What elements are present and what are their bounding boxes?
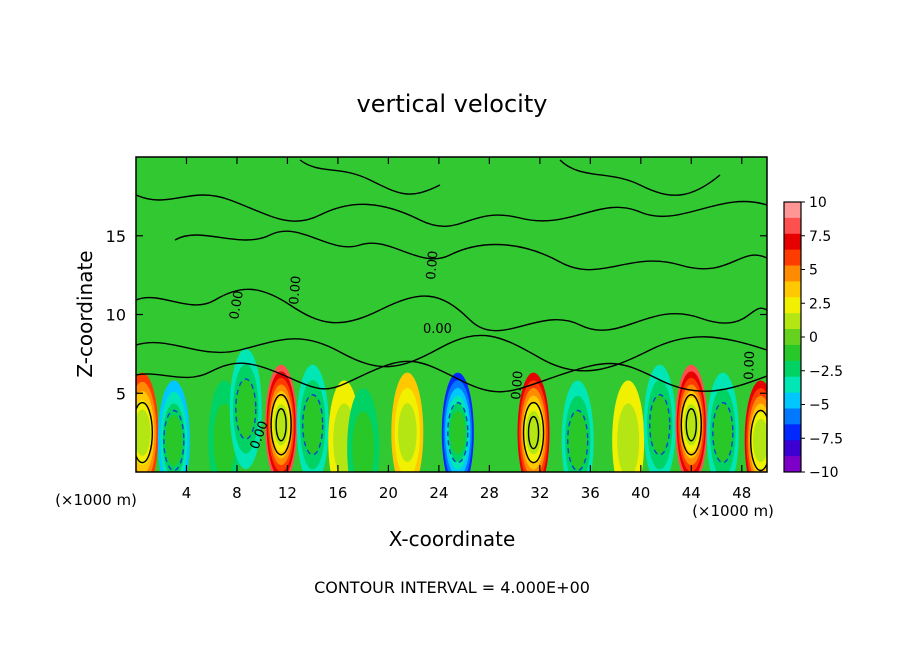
contour-label: 0.00: [423, 322, 452, 337]
velocity-contour: [270, 394, 292, 456]
colorbar-tick-label: −2.5: [809, 364, 843, 380]
zero-contour-4: [136, 334, 767, 372]
colorbar-swatch: [784, 376, 801, 394]
contour-label: 0.00: [227, 290, 247, 321]
colorbar-tick-label: 10: [809, 195, 827, 211]
velocity-cell: [753, 418, 767, 463]
x-tick-label: 8: [232, 484, 242, 502]
velocity-cell: [617, 403, 640, 472]
velocity-contour: [749, 409, 767, 472]
x-tick-label: 4: [182, 484, 192, 502]
velocity-contour: [447, 401, 469, 464]
contour-label: 0.00: [509, 370, 526, 400]
velocity-cell: [136, 409, 151, 456]
colorbar-swatch: [784, 233, 801, 251]
colorbar-swatch: [784, 456, 801, 473]
velocity-contour: [649, 394, 671, 456]
colorbar-tick-label: 5: [809, 263, 818, 279]
x-tick-label: 44: [682, 484, 701, 502]
velocity-cell: [713, 403, 733, 462]
velocity-cell: [450, 410, 466, 455]
velocity-contour-inner: [527, 415, 540, 450]
contour-label-group: 0.00 0.00 0.00 0.00 0.00 0.00 0.00: [227, 250, 758, 451]
velocity-cell: [236, 379, 256, 439]
x-unit-label-left: (×1000 m): [55, 491, 137, 509]
velocity-contour-inner: [275, 408, 287, 442]
colorbar-swatch: [784, 424, 801, 441]
contour-label: 0.00: [287, 275, 304, 305]
velocity-contour: [235, 378, 257, 440]
y-tick-label: 15: [106, 227, 126, 246]
colorbar-tick-label: −5: [809, 398, 830, 414]
velocity-cell: [165, 415, 183, 466]
x-tick-label: 40: [631, 484, 650, 502]
contour-interval-note: CONTOUR INTERVAL = 4.000E+00: [314, 578, 590, 597]
zero-contour-1: [136, 194, 767, 227]
colorbar-swatch: [784, 344, 801, 362]
x-axis: 4 8 12 16 20 24 28 32 36 40 44 48: [182, 157, 751, 502]
colorbar-swatch: [784, 281, 801, 298]
x-tick-label: 36: [581, 484, 600, 502]
colorbar-swatch: [784, 297, 801, 314]
colorbar-swatch: [784, 265, 801, 282]
x-tick-label: 12: [278, 484, 297, 502]
y-tick-label: 5: [116, 384, 126, 403]
colorbar: 10 7.5 5 2.5 0 −2.5 −5 −7.5 −10: [783, 195, 843, 481]
x-unit-label-right: (×1000 m): [692, 502, 774, 520]
x-tick-label: 16: [328, 484, 347, 502]
velocity-cell: [352, 411, 375, 472]
velocity-contour: [567, 409, 589, 472]
colorbar-swatch: [784, 360, 801, 378]
x-axis-title: X-coordinate: [389, 527, 516, 551]
contour-label: 0.00: [424, 250, 441, 280]
colorbar-swatch: [784, 217, 801, 235]
velocity-contour: [163, 409, 185, 472]
colorbar-swatch: [784, 202, 801, 219]
colorbar-swatch: [784, 249, 801, 267]
x-tick-label: 32: [530, 484, 549, 502]
colorbar-tick-label: −7.5: [809, 431, 843, 447]
x-tick-label: 20: [379, 484, 398, 502]
velocity-contour: [522, 401, 545, 464]
y-axis-title: Z-coordinate: [73, 250, 97, 377]
velocity-contour-inner: [685, 408, 697, 442]
colorbar-swatch: [784, 313, 801, 330]
contour-label: 0.00: [742, 351, 758, 380]
zero-contour-2: [174, 230, 767, 271]
plot-area: 0.00 0.00 0.00 0.00 0.00 0.00 0.00: [136, 157, 767, 472]
zero-contour-3: [136, 288, 767, 332]
velocity-cell: [397, 403, 417, 462]
x-tick-label: 24: [429, 484, 448, 502]
zero-contour-6: [299, 159, 441, 195]
velocity-cell: [213, 403, 236, 472]
colorbar-swatch: [784, 392, 801, 409]
velocity-core-contours: [136, 378, 767, 472]
velocity-contour: [712, 401, 734, 464]
zero-contour-5: [136, 360, 767, 393]
colorbar-tick-label: 2.5: [809, 296, 831, 312]
velocity-contour: [136, 401, 154, 464]
y-tick-label: 10: [106, 306, 126, 325]
colorbar-tick-label: −10: [809, 465, 839, 481]
colorbar-swatch: [784, 408, 801, 425]
x-tick-label: 28: [480, 484, 499, 502]
zero-contour-lines: [136, 159, 767, 393]
velocity-cell: [303, 395, 323, 455]
colorbar-tick-label: 7.5: [809, 229, 831, 245]
zero-contour-7: [559, 159, 721, 196]
velocity-contour: [680, 394, 702, 456]
velocity-contour: [301, 394, 324, 456]
colorbar-swatch: [784, 440, 801, 457]
x-tick-label: 48: [732, 484, 751, 502]
velocity-cell: [568, 411, 588, 470]
chart-title: vertical velocity: [357, 90, 548, 118]
colorbar-tick-label: 0: [809, 330, 818, 346]
y-axis: 5 10 15: [106, 227, 767, 403]
colorbar-swatch: [784, 329, 801, 346]
velocity-cell: [650, 395, 670, 455]
